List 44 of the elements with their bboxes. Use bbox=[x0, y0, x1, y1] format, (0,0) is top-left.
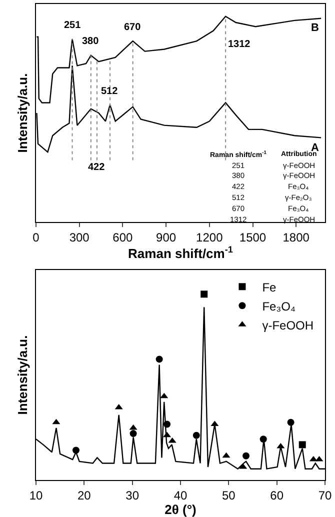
point bbox=[156, 356, 163, 363]
x-tick-label: 1800 bbox=[282, 230, 310, 244]
point bbox=[239, 463, 248, 469]
point bbox=[242, 452, 250, 460]
y-axis-title: Intensity/a.u. bbox=[14, 73, 30, 153]
point bbox=[160, 392, 168, 398]
point bbox=[192, 432, 200, 439]
legend-label: Fe bbox=[262, 280, 277, 294]
point bbox=[298, 441, 306, 448]
x-tick-label: 20 bbox=[77, 488, 92, 502]
point bbox=[287, 418, 294, 426]
point bbox=[72, 446, 80, 454]
point bbox=[222, 452, 230, 458]
x-axis-title: Raman shift/cm$^{-1}$ bbox=[128, 244, 233, 261]
x-tick-label: 600 bbox=[112, 230, 134, 244]
ref-line-label: 422 bbox=[88, 162, 106, 173]
x-tick-label: 70 bbox=[318, 488, 332, 502]
ref-line-label: 670 bbox=[124, 22, 142, 33]
x-tick-label: 1200 bbox=[196, 230, 224, 244]
ref-line-label: 512 bbox=[101, 86, 118, 97]
x-tick-label: 0 bbox=[32, 230, 40, 244]
x-tick-label: 1500 bbox=[239, 230, 266, 244]
point bbox=[164, 420, 171, 428]
y-axis-title: Intensity/a.u. bbox=[14, 335, 30, 415]
point bbox=[130, 430, 137, 438]
ref-line-label: 380 bbox=[82, 36, 100, 47]
x-axis-title: 2θ (°) bbox=[164, 502, 196, 517]
x-tick-label: 10 bbox=[29, 488, 43, 502]
point bbox=[200, 290, 208, 298]
x-tick-label: 900 bbox=[156, 230, 176, 244]
x-tick-label: 50 bbox=[222, 488, 236, 502]
x-tick-label: 60 bbox=[270, 488, 284, 502]
point bbox=[168, 437, 176, 443]
series-label: B bbox=[311, 22, 319, 34]
point bbox=[52, 418, 60, 424]
ref-line-label: 251 bbox=[64, 20, 82, 31]
ref-line-label: 1312 bbox=[228, 39, 251, 50]
point bbox=[260, 436, 267, 443]
x-tick-label: 300 bbox=[69, 230, 90, 244]
legend-label: γ-FeOOH bbox=[262, 318, 314, 332]
x-tick-label: 30 bbox=[126, 488, 140, 502]
point bbox=[129, 424, 138, 430]
x-tick-label: 40 bbox=[174, 488, 188, 502]
legend-label: Fe₃O₄ bbox=[262, 299, 296, 314]
